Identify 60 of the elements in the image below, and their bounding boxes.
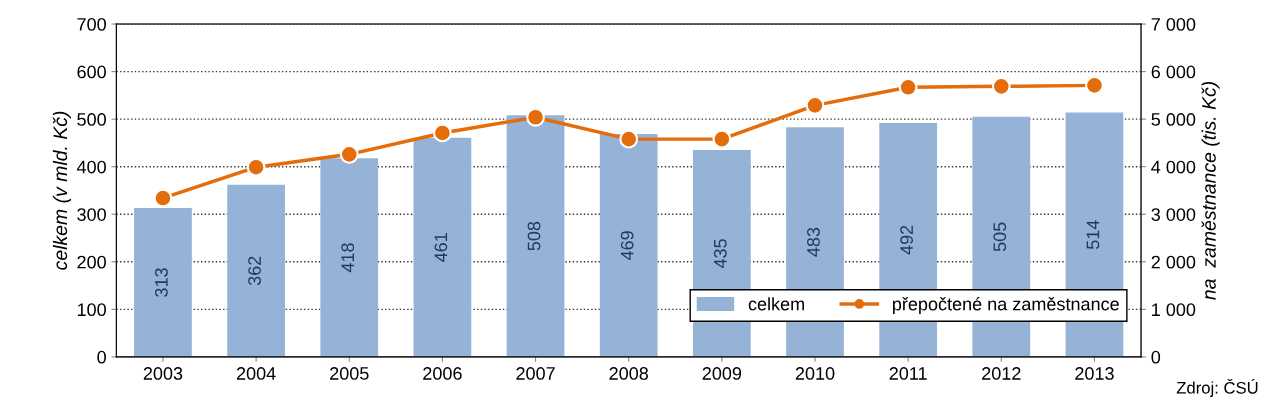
- data-label: 461: [434, 233, 448, 262]
- data-label: 313: [155, 268, 168, 297]
- y-tick-label: 600: [77, 65, 106, 79]
- y-tick-label: 400: [76, 160, 106, 174]
- y2-axis-title: na zaměstnance (tis. Kč): [1201, 81, 1220, 300]
- legend-label: celkem: [748, 297, 804, 311]
- y-tick-label: 100: [77, 303, 106, 317]
- bar: [413, 137, 472, 357]
- x-tick-label: 2009: [702, 367, 742, 380]
- x-tick-label: 2006: [423, 367, 462, 380]
- x-tick-label: 2003: [143, 367, 183, 380]
- point: [898, 77, 918, 97]
- text: Zdroj: ČSÚ: [1176, 378, 1258, 397]
- point: [619, 129, 639, 149]
- data-label: 505: [993, 222, 1007, 252]
- y2-tick-label: 5 000: [1151, 113, 1196, 126]
- y2-tick-label: 0: [1151, 350, 1161, 364]
- point: [153, 188, 173, 208]
- bar: [320, 158, 379, 357]
- y-axis-title: celkem (v mld. Kč): [52, 111, 71, 270]
- point: [526, 107, 545, 127]
- y2-tick-label: 1 000: [1152, 303, 1196, 317]
- y2-tick-label: 3 000: [1151, 208, 1196, 221]
- data-label: 492: [900, 225, 913, 255]
- y2-tick-label: 2 000: [1151, 255, 1196, 269]
- y-tick-label: 300: [77, 208, 106, 221]
- y2-tick-label: 4 000: [1151, 160, 1196, 174]
- x-tick-label: 2012: [982, 367, 1021, 380]
- data-label: 508: [527, 221, 541, 251]
- data-label: 469: [620, 231, 634, 261]
- data-label: 514: [1086, 220, 1100, 250]
- legend-label: přepočtené na zaměstnance: [892, 296, 1119, 315]
- bar: [227, 184, 285, 357]
- x-tick-label: 2004: [236, 367, 276, 380]
- x-tick-label: 2008: [609, 367, 649, 380]
- x-tick-label: 2005: [330, 367, 369, 380]
- point: [339, 144, 359, 164]
- bar: [599, 133, 658, 357]
- y2-tick-label: 7 000: [1151, 17, 1196, 31]
- point: [246, 157, 266, 177]
- x-tick-label: 2011: [889, 367, 927, 380]
- point: [805, 95, 825, 115]
- point: [712, 129, 732, 149]
- point: [1085, 76, 1104, 95]
- point: [991, 76, 1011, 96]
- x-tick-label: 2013: [1075, 367, 1114, 380]
- y-tick-label: 500: [77, 113, 106, 126]
- x-tick-label: 2007: [516, 367, 555, 380]
- data-label: 362: [248, 256, 261, 286]
- x-tick-label: 2010: [795, 367, 835, 380]
- data-label: 418: [341, 243, 355, 273]
- point: [433, 123, 452, 143]
- y-tick-label: 700: [77, 17, 106, 31]
- y2-tick-label: 6 000: [1151, 65, 1196, 79]
- bar: [506, 115, 565, 357]
- y-tick-label: 0: [97, 350, 106, 364]
- data-label: 483: [807, 227, 820, 257]
- data-label: 435: [713, 239, 727, 269]
- bar: [134, 208, 192, 357]
- y-tick-label: 200: [77, 255, 106, 269]
